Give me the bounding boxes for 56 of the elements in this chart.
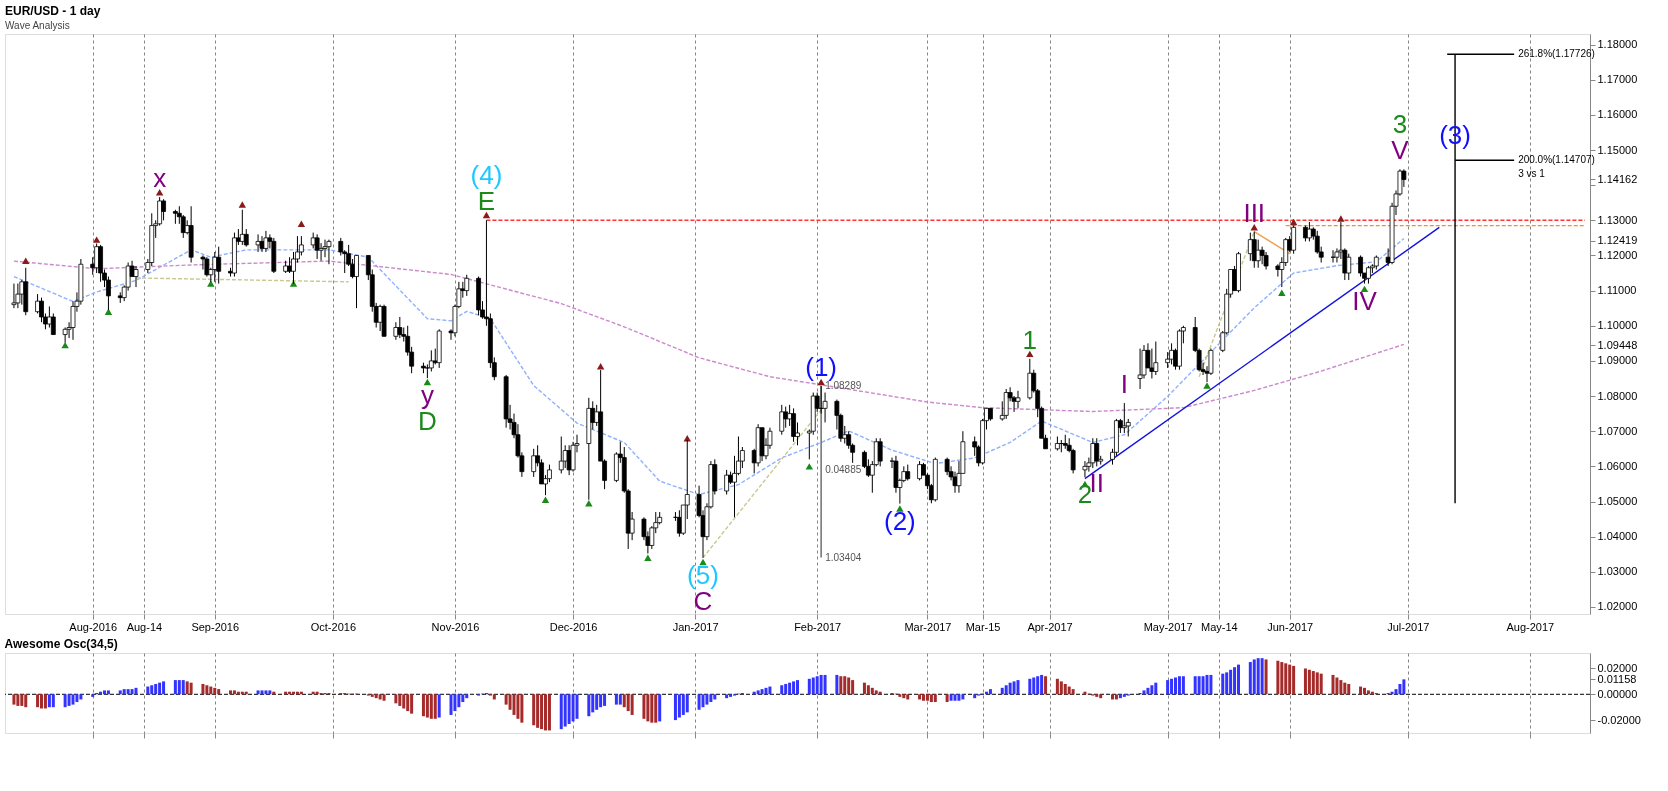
- x-tick-label: Sep-2016: [191, 620, 240, 633]
- annotation: (5): [687, 559, 719, 590]
- annotation: 0.04885: [825, 464, 862, 476]
- annotation: IV: [1352, 285, 1378, 316]
- x-tick-label: May-2017: [1143, 620, 1193, 633]
- y-tick-label: 1.10000: [1597, 319, 1638, 332]
- annotation: I: [1120, 369, 1128, 400]
- y-tick-label: 0.02000: [1597, 661, 1638, 674]
- y-tick-label: 0.01158: [1597, 672, 1637, 685]
- chart-subtitle: Wave Analysis: [5, 20, 70, 31]
- x-tick-label: Nov-2016: [431, 620, 480, 633]
- y-tick-label: 1.07000: [1597, 424, 1638, 437]
- y-tick-label: -0.02000: [1597, 713, 1641, 726]
- annotation: 1.03404: [825, 551, 862, 563]
- y-tick-label: 1.18000: [1597, 38, 1638, 51]
- y-tick-label: 1.04000: [1597, 530, 1638, 543]
- x-tick-label: Oct-2016: [310, 620, 356, 633]
- x-tick-label: Jun-2017: [1267, 620, 1314, 633]
- x-tick-label: Aug-14: [126, 620, 163, 633]
- chart-title: EUR/USD - 1 day: [5, 4, 101, 18]
- x-tick-label: May-14: [1200, 620, 1238, 633]
- y-tick-label: 1.12000: [1597, 248, 1638, 261]
- y-tick-label: 1.15000: [1597, 143, 1638, 156]
- annotation: 261.8%(1.17726): [1518, 48, 1595, 60]
- x-tick-label: Aug-2016: [69, 620, 118, 633]
- x-tick-label: Jan-2017: [672, 620, 719, 633]
- y-tick-label: 1.06000: [1597, 459, 1638, 472]
- y-tick-label: 1.09448: [1597, 338, 1638, 351]
- y-tick-label: 1.11000: [1597, 284, 1637, 297]
- annotation: 3 vs 1: [1518, 168, 1546, 180]
- y-tick-label: 1.08000: [1597, 389, 1638, 402]
- x-tick-label: Aug-2017: [1506, 620, 1555, 633]
- y-tick-label: 1.13000: [1597, 213, 1638, 226]
- y-tick-label: 1.03000: [1597, 565, 1638, 578]
- annotation: x: [153, 163, 167, 194]
- y-tick-label: 1.17000: [1597, 73, 1638, 86]
- y-tick-label: 1.02000: [1597, 600, 1638, 613]
- annotation: III: [1243, 197, 1266, 228]
- annotation: (1): [805, 351, 838, 382]
- x-tick-label: Dec-2016: [549, 620, 598, 633]
- chart-title: Awesome Osc(34,5): [4, 637, 118, 651]
- x-tick-label: Mar-2017: [904, 620, 952, 633]
- x-tick-label: Jul-2017: [1387, 620, 1430, 633]
- y-tick-label: 1.12419: [1597, 234, 1638, 247]
- annotation: (4): [470, 160, 503, 191]
- x-tick-label: Mar-15: [965, 620, 1001, 633]
- annotation: 1: [1022, 324, 1038, 355]
- x-tick-label: Feb-2017: [794, 620, 842, 633]
- annotation: (2): [883, 505, 916, 536]
- y-tick-label: 1.09000: [1597, 354, 1638, 367]
- y-tick-label: 1.16000: [1597, 108, 1638, 121]
- y-tick-label: 0.00000: [1597, 687, 1638, 700]
- y-tick-label: 1.05000: [1597, 495, 1638, 508]
- y-tick-label: 1.14162: [1597, 172, 1638, 185]
- annotation: 200.0%(1.14707): [1518, 154, 1595, 166]
- x-tick-label: Apr-2017: [1027, 620, 1073, 633]
